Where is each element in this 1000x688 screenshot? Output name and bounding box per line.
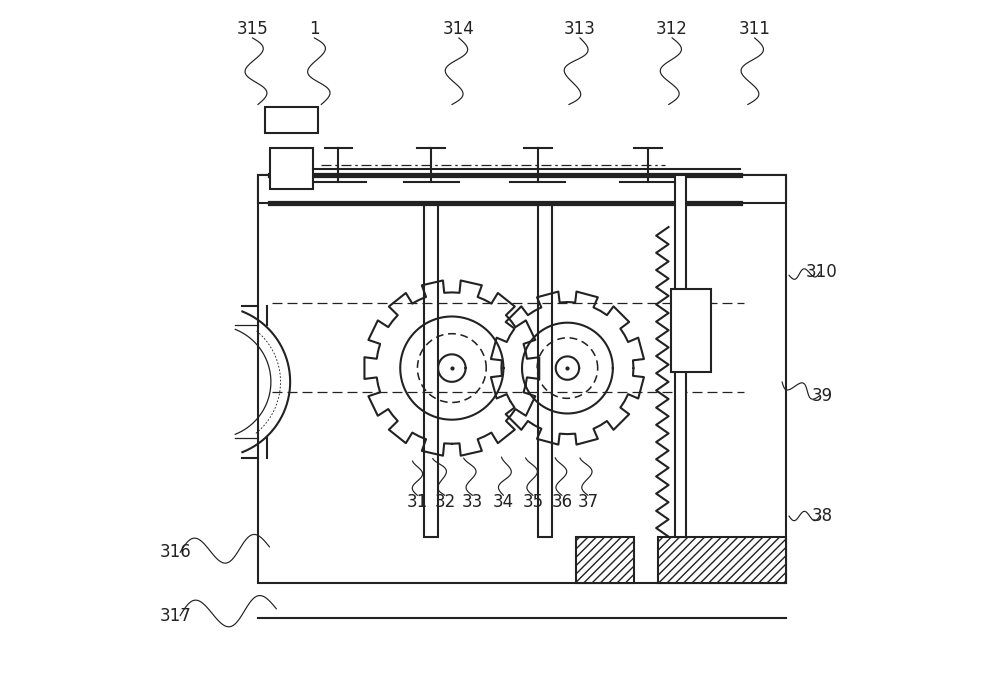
Bar bbox=[270, 148, 313, 189]
Text: 34: 34 bbox=[493, 493, 514, 511]
Bar bbox=[538, 175, 552, 537]
Bar bbox=[424, 175, 438, 537]
Bar bbox=[258, 175, 786, 583]
Text: 314: 314 bbox=[443, 20, 475, 38]
Bar bbox=[658, 537, 786, 583]
Text: 313: 313 bbox=[564, 20, 596, 38]
Text: 35: 35 bbox=[522, 493, 544, 511]
Text: 1: 1 bbox=[309, 20, 320, 38]
Text: 37: 37 bbox=[578, 493, 599, 511]
Text: 310: 310 bbox=[806, 263, 838, 281]
Text: 38: 38 bbox=[811, 507, 833, 525]
Bar bbox=[576, 537, 634, 583]
Text: 33: 33 bbox=[462, 493, 483, 511]
Text: 316: 316 bbox=[159, 544, 191, 561]
Text: 311: 311 bbox=[739, 20, 770, 38]
Bar bbox=[258, 175, 786, 203]
Text: 39: 39 bbox=[811, 387, 833, 405]
Bar bbox=[675, 175, 686, 537]
Text: 315: 315 bbox=[236, 20, 268, 38]
Bar bbox=[265, 107, 318, 133]
Text: 317: 317 bbox=[159, 607, 191, 625]
Text: 32: 32 bbox=[434, 493, 456, 511]
Text: 312: 312 bbox=[656, 20, 688, 38]
Text: 31: 31 bbox=[407, 493, 428, 511]
Text: 36: 36 bbox=[551, 493, 572, 511]
Bar bbox=[671, 289, 711, 372]
